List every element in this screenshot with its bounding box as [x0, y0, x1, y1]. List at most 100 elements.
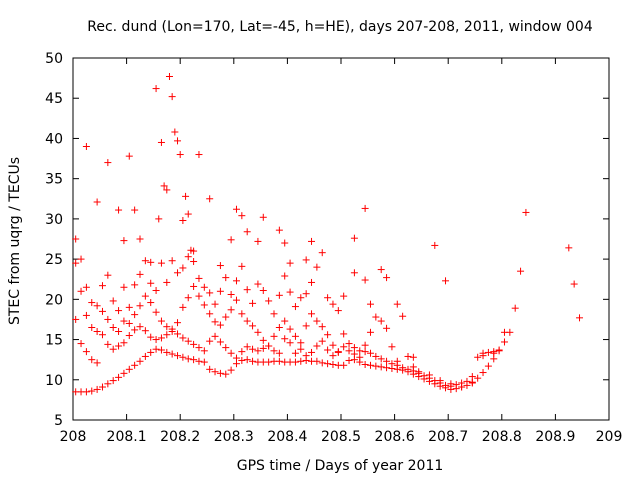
x-tick-label: 208.7	[428, 429, 468, 445]
data-point	[98, 331, 106, 339]
data-point	[232, 205, 240, 213]
data-point	[147, 258, 155, 266]
data-point	[393, 300, 401, 308]
data-point	[500, 328, 508, 336]
data-point	[211, 368, 219, 376]
data-point	[318, 337, 326, 345]
data-point	[125, 152, 133, 160]
data-point	[238, 262, 246, 270]
data-point	[125, 303, 133, 311]
data-point	[104, 271, 112, 279]
data-point	[190, 340, 198, 348]
data-point	[259, 286, 267, 294]
data-point	[195, 274, 203, 282]
data-point	[254, 280, 262, 288]
data-point	[425, 371, 433, 379]
data-point	[131, 281, 139, 289]
data-point	[388, 343, 396, 351]
data-point	[174, 319, 182, 327]
data-point	[190, 282, 198, 290]
data-point	[463, 377, 471, 385]
data-point	[329, 341, 337, 349]
data-point	[82, 311, 90, 319]
data-point	[109, 377, 117, 385]
data-point	[334, 348, 342, 356]
data-point	[131, 206, 139, 214]
data-point	[120, 339, 128, 347]
data-point	[372, 313, 380, 321]
data-point	[120, 283, 128, 291]
data-point	[82, 142, 90, 150]
data-point	[436, 377, 444, 385]
data-point	[136, 323, 144, 331]
data-point	[372, 352, 380, 360]
data-point	[88, 356, 96, 364]
data-point	[302, 256, 310, 264]
data-point	[182, 192, 190, 200]
data-point	[211, 300, 219, 308]
data-point	[184, 355, 192, 363]
y-tick-label: 5	[54, 413, 63, 429]
data-point	[442, 277, 450, 285]
data-point	[77, 255, 85, 263]
data-point	[190, 258, 198, 266]
data-point	[570, 280, 578, 288]
data-point	[77, 287, 85, 295]
y-tick-label: 50	[45, 51, 63, 67]
data-point	[200, 347, 208, 355]
data-point	[313, 263, 321, 271]
data-point	[163, 331, 171, 339]
data-point	[479, 352, 487, 360]
data-point	[308, 278, 316, 286]
data-point	[216, 338, 224, 346]
data-point	[318, 359, 326, 367]
data-point	[93, 198, 101, 206]
data-point	[152, 336, 160, 344]
data-point	[77, 340, 85, 348]
data-point	[297, 357, 305, 365]
data-point	[324, 331, 332, 339]
x-tick-label: 208.5	[321, 429, 361, 445]
data-point	[147, 348, 155, 356]
data-point	[88, 387, 96, 395]
data-point	[72, 259, 80, 267]
data-point	[174, 352, 182, 360]
x-tick-label: 208.3	[214, 429, 254, 445]
data-point	[490, 349, 498, 357]
data-point	[174, 137, 182, 145]
data-point	[238, 212, 246, 220]
data-point	[356, 353, 364, 361]
data-point	[286, 288, 294, 296]
data-point	[168, 325, 176, 333]
x-tick-label: 208.8	[482, 429, 522, 445]
data-point	[565, 244, 573, 252]
data-point	[238, 348, 246, 356]
data-point	[168, 93, 176, 101]
data-point	[291, 358, 299, 366]
data-point	[184, 253, 192, 261]
data-point	[168, 257, 176, 265]
data-point	[141, 257, 149, 265]
data-point	[377, 355, 385, 363]
data-point	[254, 328, 262, 336]
data-point	[157, 334, 165, 342]
data-point	[383, 364, 391, 372]
data-point	[184, 210, 192, 218]
data-point	[238, 310, 246, 318]
data-point	[227, 349, 235, 357]
data-point	[361, 204, 369, 212]
data-point	[120, 317, 128, 325]
data-point	[356, 347, 364, 355]
data-point	[104, 315, 112, 323]
x-axis-label: GPS time / Days of year 2011	[237, 458, 444, 474]
data-point	[238, 356, 246, 364]
data-point	[484, 348, 492, 356]
data-point	[270, 347, 278, 355]
data-point	[383, 274, 391, 282]
data-point	[211, 332, 219, 340]
data-point	[281, 272, 289, 280]
data-point	[281, 239, 289, 247]
data-point	[377, 317, 385, 325]
